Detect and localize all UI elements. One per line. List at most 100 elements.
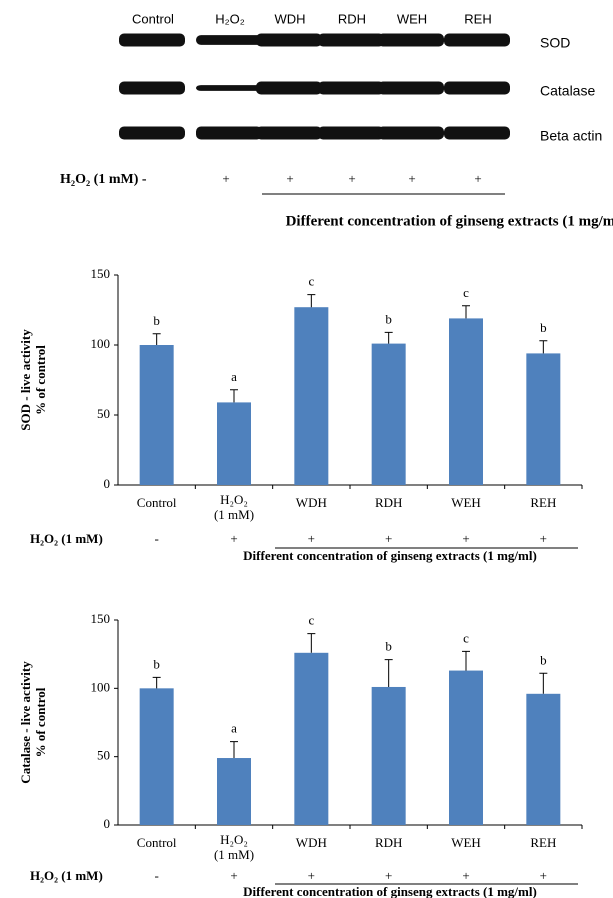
bar bbox=[372, 344, 406, 485]
y-tick-label: 100 bbox=[91, 679, 111, 694]
lane-label: Control bbox=[132, 11, 174, 26]
x-label-line: (1 mM) bbox=[214, 847, 254, 862]
significance-letter: b bbox=[540, 652, 547, 667]
significance-letter: b bbox=[540, 320, 547, 335]
error-bar bbox=[153, 334, 161, 345]
bar bbox=[372, 687, 406, 825]
error-bar bbox=[539, 673, 547, 694]
significance-letter: a bbox=[231, 369, 237, 384]
error-bar bbox=[307, 634, 315, 653]
treatment-mark: + bbox=[222, 171, 229, 186]
y-axis-label: Catalase - live activity% of control bbox=[18, 661, 48, 784]
lane-label: REH bbox=[464, 11, 491, 26]
extract-label: Different concentration of ginseng extra… bbox=[286, 213, 613, 229]
significance-letter: c bbox=[308, 613, 314, 628]
treatment-mark: + bbox=[408, 171, 415, 186]
x-tick-label: Control bbox=[137, 495, 177, 510]
error-bar bbox=[230, 742, 238, 758]
y-tick-label: 100 bbox=[91, 336, 111, 351]
blot-band bbox=[444, 34, 510, 47]
significance-letter: b bbox=[385, 311, 392, 326]
significance-letter: c bbox=[463, 630, 469, 645]
blot-band bbox=[444, 127, 510, 140]
blot-band bbox=[119, 82, 185, 95]
bar bbox=[526, 353, 560, 485]
x-tick-label: H₂O₂(1 mM) bbox=[214, 492, 254, 522]
x-tick-label: REH bbox=[530, 835, 556, 850]
error-bar bbox=[230, 390, 238, 403]
x-label-line: (1 mM) bbox=[214, 507, 254, 522]
treatment-mark: - bbox=[154, 531, 158, 546]
treatment-mark: + bbox=[385, 868, 392, 883]
error-bar bbox=[462, 306, 470, 319]
blot-band bbox=[378, 82, 444, 95]
treatment-mark: + bbox=[308, 531, 315, 546]
error-bar bbox=[153, 677, 161, 688]
significance-letter: c bbox=[308, 274, 314, 289]
treatment-mark: + bbox=[462, 531, 469, 546]
x-tick-label: RDH bbox=[375, 835, 402, 850]
blot-band bbox=[256, 127, 322, 140]
x-tick-label: WDH bbox=[296, 495, 327, 510]
blot-band bbox=[378, 127, 444, 140]
error-bar bbox=[462, 651, 470, 670]
lane-label: WEH bbox=[397, 11, 427, 26]
treatment-mark: - bbox=[154, 868, 158, 883]
bar bbox=[217, 402, 251, 485]
significance-letter: b bbox=[153, 313, 160, 328]
y-tick-label: 0 bbox=[104, 476, 111, 491]
blot-band bbox=[119, 34, 185, 47]
y-label-line: SOD - live activity bbox=[18, 329, 33, 431]
blot-band bbox=[318, 82, 384, 95]
blot-band bbox=[378, 34, 444, 47]
blot-band bbox=[318, 127, 384, 140]
treatment-mark: + bbox=[462, 868, 469, 883]
bar bbox=[449, 318, 483, 485]
y-label-line: Catalase - live activity bbox=[18, 661, 33, 784]
y-tick-label: 50 bbox=[97, 406, 110, 421]
bar bbox=[526, 694, 560, 825]
y-tick-label: 150 bbox=[91, 611, 111, 626]
treatment-mark: + bbox=[474, 171, 481, 186]
x-tick-label: REH bbox=[530, 495, 556, 510]
bar bbox=[217, 758, 251, 825]
band-label: Catalase bbox=[540, 83, 595, 99]
blot-band bbox=[256, 82, 322, 95]
x-tick-label: WEH bbox=[451, 835, 481, 850]
x-tick-label: Control bbox=[137, 835, 177, 850]
blot-band bbox=[444, 82, 510, 95]
bar bbox=[294, 307, 328, 485]
blot-band bbox=[196, 35, 262, 45]
error-bar bbox=[539, 341, 547, 354]
treatment-mark: + bbox=[230, 531, 237, 546]
blot-band bbox=[119, 127, 185, 140]
treatment-mark: + bbox=[286, 171, 293, 186]
significance-letter: a bbox=[231, 721, 237, 736]
lane-label: WDH bbox=[274, 11, 305, 26]
y-label-line: % of control bbox=[33, 345, 48, 415]
blot-band bbox=[256, 34, 322, 47]
treatment-mark: + bbox=[385, 531, 392, 546]
treatment-mark: + bbox=[308, 868, 315, 883]
treatment-mark: + bbox=[348, 171, 355, 186]
y-tick-label: 0 bbox=[104, 816, 111, 831]
band-label: Beta actin bbox=[540, 128, 602, 144]
significance-letter: b bbox=[153, 656, 160, 671]
bar bbox=[294, 653, 328, 825]
extract-label: Different concentration of ginseng extra… bbox=[243, 548, 537, 563]
y-label-line: % of control bbox=[33, 687, 48, 757]
x-tick-label: WDH bbox=[296, 835, 327, 850]
treatment-mark: + bbox=[540, 868, 547, 883]
x-label-line: H₂O₂ bbox=[220, 832, 248, 847]
blot-band bbox=[196, 85, 262, 91]
y-tick-label: 50 bbox=[97, 748, 110, 763]
bar bbox=[449, 671, 483, 825]
x-label-line: H₂O₂ bbox=[220, 492, 248, 507]
bar bbox=[140, 345, 174, 485]
y-tick-label: 150 bbox=[91, 266, 111, 281]
significance-letter: b bbox=[385, 639, 392, 654]
treatment-mark: + bbox=[230, 868, 237, 883]
extract-label: Different concentration of ginseng extra… bbox=[243, 884, 537, 898]
significance-letter: c bbox=[463, 285, 469, 300]
bar bbox=[140, 688, 174, 825]
